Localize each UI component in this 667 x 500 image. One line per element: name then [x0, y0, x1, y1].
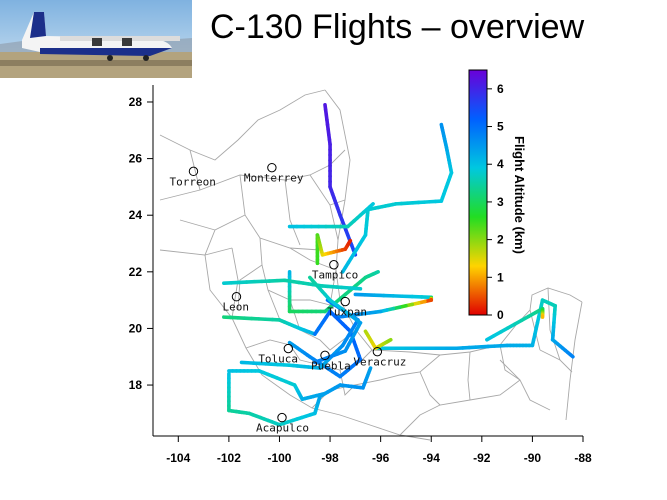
colorbar-tick-label: 1	[497, 270, 504, 284]
city-monterrey: Monterrey	[244, 162, 304, 185]
city-marker	[267, 162, 277, 173]
colorbar-tick-label: 4	[497, 157, 504, 171]
y-tick-label: 24	[129, 208, 143, 222]
y-tick-label: 22	[129, 265, 143, 279]
city-label: Acapulco	[256, 422, 309, 435]
x-tick-label: -96	[372, 451, 390, 465]
track-segment	[313, 359, 321, 365]
flight-track-yucatan-spur	[485, 306, 545, 342]
track-segment	[335, 314, 345, 319]
colorbar-label: Flight Altitude (km)	[512, 136, 527, 254]
track-segment	[387, 337, 393, 343]
colorbar-scale	[468, 69, 488, 316]
colorbar-tick-label: 6	[497, 82, 504, 96]
city-marker	[283, 343, 294, 354]
x-axis-ticks: -104 -102 -100 -98 -96 -94 -92 -90 -88	[166, 436, 592, 465]
city-marker	[320, 350, 330, 361]
x-tick-label: -88	[574, 451, 592, 465]
city-veracruz: Veracruz	[353, 346, 406, 369]
map-axes: -104 -102 -100 -98 -96 -94 -92 -90 -88 182022242…	[129, 85, 592, 465]
flight-track-mexico-loop	[287, 309, 363, 379]
y-tick-label: 20	[129, 321, 143, 335]
flight-track-ne-leg-2	[287, 202, 375, 229]
city-toluca: Toluca	[258, 343, 298, 366]
y-tick-label: 26	[129, 152, 143, 166]
x-tick-label: -94	[423, 451, 441, 465]
flight-track-west-leg	[222, 315, 317, 336]
colorbar-ticks: 0 1 2 3 4 5 6	[487, 82, 504, 322]
colorbar-tick-label: 2	[497, 233, 504, 247]
flight-track-low-tampico	[315, 233, 353, 266]
flight-tracks	[222, 103, 575, 427]
colorbar-tick-label: 3	[497, 195, 504, 209]
city-label: Puebla	[311, 359, 351, 372]
track-segment	[374, 270, 380, 275]
aircraft-photo	[0, 0, 192, 78]
city-acapulco: Acapulco	[256, 412, 309, 435]
city-torreon: Torreon	[169, 166, 216, 188]
track-segment	[367, 366, 373, 373]
x-tick-label: -100	[267, 451, 291, 465]
flight-track-ne-leg	[340, 122, 454, 274]
city-marker	[231, 292, 242, 302]
track-segment	[313, 329, 319, 336]
flight-track-north-leg	[323, 103, 358, 257]
city-label: Leon	[222, 301, 249, 314]
flight-track-south-box-2	[227, 369, 327, 402]
city-markers: Torreon Monterrey Leon Tampico Tuxpan Toluca P…	[169, 162, 406, 435]
flight-track-south-box	[227, 366, 373, 427]
slide-title: C-130 Flights – overview	[210, 8, 585, 46]
track-segment	[320, 391, 327, 397]
x-tick-label: -90	[524, 451, 542, 465]
track-segment	[439, 122, 444, 130]
city-label: Veracruz	[353, 356, 406, 369]
x-tick-label: -102	[217, 451, 241, 465]
y-tick-label: 28	[129, 95, 143, 109]
city-puebla: Puebla	[311, 350, 351, 372]
x-tick-label: -92	[473, 451, 491, 465]
city-marker	[340, 296, 350, 307]
track-segment	[568, 352, 575, 359]
flight-track-west-leg-2	[222, 278, 363, 291]
city-marker	[277, 412, 287, 423]
y-axis-ticks: 18 20 22 24 26 28	[129, 95, 153, 392]
city-marker	[188, 166, 199, 177]
city-marker	[329, 260, 339, 270]
y-tick-label: 18	[129, 378, 143, 392]
city-tuxpan: Tuxpan	[327, 296, 367, 319]
city-marker	[372, 346, 383, 357]
x-tick-label: -98	[321, 451, 339, 465]
city-label: Toluca	[258, 353, 298, 366]
track-segment	[368, 202, 375, 209]
track-segment	[347, 238, 353, 244]
x-tick-label: -104	[166, 451, 190, 465]
flight-track-low-veracruz	[363, 329, 393, 351]
city-tampico: Tampico	[312, 260, 358, 282]
flight-track-mid-loop	[308, 275, 363, 365]
city-leon: Leon	[222, 292, 249, 314]
city-label: Tuxpan	[327, 306, 367, 319]
colorbar-tick-label: 5	[497, 120, 504, 134]
city-label: Monterrey	[244, 172, 304, 185]
city-label: Torreon	[169, 175, 215, 188]
city-label: Tampico	[312, 269, 358, 282]
altitude-colorbar: 0 1 2 3 4 5 6 Flight Altitude (km)	[468, 69, 527, 322]
colorbar-tick-label: 0	[497, 308, 504, 322]
